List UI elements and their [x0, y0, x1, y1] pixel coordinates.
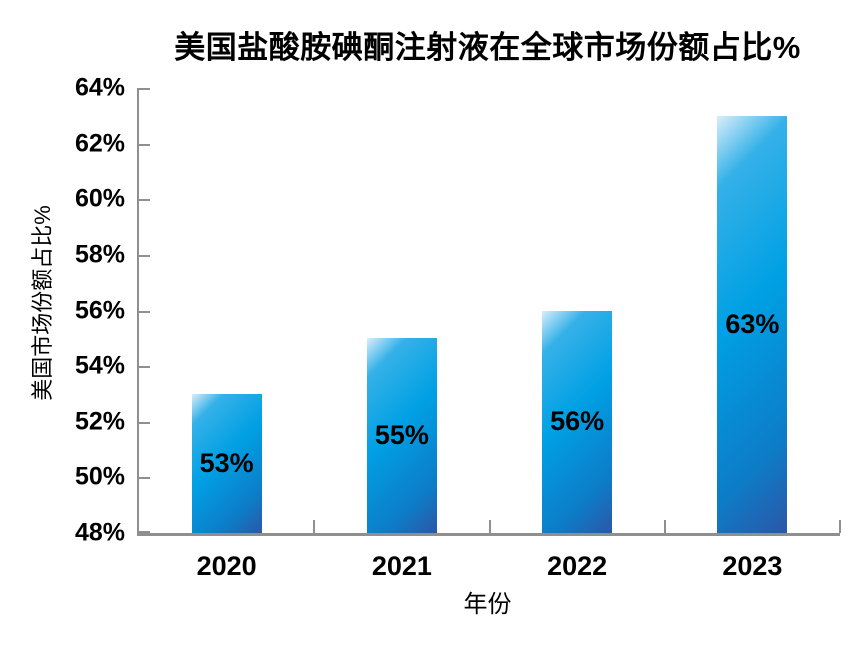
x-tick-mark — [488, 520, 491, 533]
bar: 53% — [191, 393, 262, 533]
y-tick-mark — [139, 421, 150, 424]
bar: 63% — [717, 115, 788, 533]
y-tick-mark — [139, 531, 150, 533]
bar-value-label: 56% — [550, 406, 605, 437]
x-tick-mark — [663, 520, 666, 533]
y-tick-mark — [139, 477, 150, 480]
y-tick-mark — [139, 254, 150, 257]
y-tick-mark — [139, 310, 150, 313]
x-axis-title: 年份 — [463, 591, 512, 618]
y-tick-label: 62% — [74, 129, 125, 158]
x-tick-label: 2020 — [196, 551, 257, 581]
bar-value-label: 53% — [199, 447, 254, 478]
y-tick-mark — [139, 143, 150, 146]
y-tick-label: 48% — [74, 518, 125, 547]
chart-title: 美国盐酸胺碘酮注射液在全球市场份额占比% — [174, 30, 801, 65]
x-tick-label: 2023 — [722, 551, 783, 581]
plot-area: 64% 62% 60% 58% 56% 54% 52% 50% 48% 53% 2020 55% 202… — [75, 74, 841, 581]
y-axis-title: 美国市场份额占比% — [30, 205, 55, 401]
y-tick-mark — [139, 366, 150, 369]
y-tick-mark — [139, 199, 150, 202]
y-tick-label: 64% — [74, 73, 125, 102]
x-tick-mark — [313, 520, 316, 533]
y-tick-label: 56% — [74, 296, 125, 324]
x-tick-label: 2022 — [547, 551, 608, 581]
x-tick-label: 2021 — [371, 551, 432, 581]
y-tick-label: 52% — [74, 407, 125, 436]
y-tick-mark — [139, 88, 150, 90]
x-tick-mark — [839, 520, 841, 533]
y-tick-label: 60% — [74, 184, 125, 213]
bar: 56% — [542, 310, 613, 533]
bar-value-label: 55% — [374, 420, 429, 451]
y-tick-label: 54% — [74, 351, 125, 380]
bar-value-label: 63% — [725, 308, 780, 339]
y-tick-label: 50% — [74, 462, 125, 491]
bar: 55% — [366, 338, 437, 533]
y-tick-label: 58% — [74, 240, 125, 269]
